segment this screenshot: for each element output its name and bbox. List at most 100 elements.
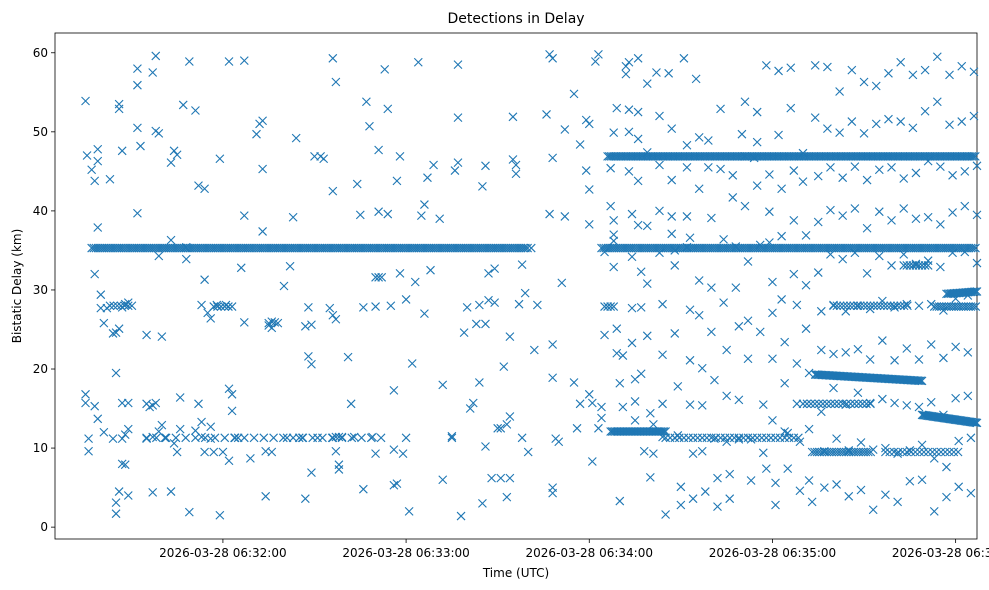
data-point: [949, 447, 959, 457]
data-point: [300, 494, 310, 504]
data-point: [478, 181, 487, 191]
data-point: [804, 476, 814, 485]
data-point: [267, 317, 277, 326]
data-point: [333, 243, 342, 253]
data-point: [768, 354, 777, 364]
data-point: [838, 243, 848, 253]
data-point: [661, 427, 670, 436]
data-point: [621, 61, 631, 71]
data-point: [913, 376, 923, 386]
data-point: [678, 243, 688, 253]
data-point: [954, 482, 964, 492]
data-point: [707, 327, 716, 337]
data-point: [906, 243, 916, 253]
data-point: [486, 243, 496, 253]
data-point: [853, 344, 863, 354]
data-point: [633, 243, 643, 253]
data-point: [474, 243, 483, 253]
data-point: [319, 154, 329, 164]
data-point: [685, 400, 695, 409]
data-point: [129, 243, 139, 253]
data-point: [736, 243, 745, 253]
data-point: [932, 52, 942, 62]
data-point: [885, 447, 895, 457]
data-point: [920, 65, 930, 75]
data-point: [328, 53, 338, 63]
data-point: [161, 433, 171, 443]
data-point: [890, 398, 899, 408]
data-point: [746, 243, 756, 253]
data-point: [667, 124, 677, 134]
data-point: [339, 243, 349, 253]
data-point: [752, 107, 762, 117]
data-point: [972, 287, 982, 296]
data-point: [743, 316, 753, 326]
data-point: [87, 165, 97, 175]
data-point: [594, 423, 603, 433]
data-point: [636, 267, 646, 277]
data-point: [606, 163, 616, 173]
data-point: [761, 61, 771, 70]
data-point: [806, 399, 816, 409]
data-point: [82, 151, 92, 160]
data-point: [90, 269, 100, 279]
data-point: [106, 243, 116, 253]
data-point: [213, 243, 223, 253]
data-point: [258, 227, 267, 236]
data-point: [474, 378, 484, 387]
data-point: [401, 243, 411, 253]
data-point: [757, 243, 767, 253]
data-point: [840, 243, 850, 253]
data-point: [738, 243, 747, 253]
data-point: [105, 301, 115, 311]
data-point: [437, 243, 447, 253]
data-point: [529, 345, 539, 355]
data-point: [453, 113, 463, 122]
data-point: [355, 210, 365, 220]
data-point: [870, 243, 880, 253]
data-point: [108, 434, 118, 443]
y-tick-label: 10: [33, 441, 48, 455]
data-point: [847, 243, 856, 253]
data-point: [318, 243, 327, 253]
data-point: [478, 243, 488, 253]
data-point: [876, 301, 885, 311]
data-point: [115, 243, 124, 253]
data-point: [807, 497, 817, 507]
data-point: [777, 295, 786, 304]
data-point: [768, 243, 777, 253]
data-point: [636, 302, 646, 312]
data-point: [218, 447, 228, 457]
data-point: [448, 243, 458, 253]
data-point: [471, 319, 481, 329]
data-point: [743, 354, 753, 364]
data-point: [142, 433, 151, 443]
data-point: [142, 243, 152, 253]
data-point: [108, 243, 118, 253]
data-point: [920, 261, 930, 270]
data-point: [969, 151, 979, 161]
data-point: [111, 509, 121, 519]
data-point: [603, 243, 613, 253]
data-point: [847, 65, 857, 75]
data-point: [960, 243, 970, 253]
data-point: [407, 359, 417, 368]
data-point: [476, 243, 485, 253]
data-point: [629, 243, 638, 253]
data-point: [898, 447, 907, 457]
data-point: [771, 478, 780, 488]
data-point: [81, 96, 90, 106]
data-point: [410, 277, 420, 287]
data-point: [102, 243, 111, 253]
data-point: [560, 125, 570, 134]
data-point: [584, 185, 594, 194]
data-point: [864, 243, 874, 253]
data-point: [499, 243, 509, 253]
data-point: [755, 243, 765, 253]
data-point: [881, 243, 891, 253]
data-point: [939, 243, 948, 253]
data-point: [166, 235, 176, 245]
data-point: [392, 479, 402, 489]
data-point: [722, 345, 732, 355]
data-point: [219, 243, 229, 253]
